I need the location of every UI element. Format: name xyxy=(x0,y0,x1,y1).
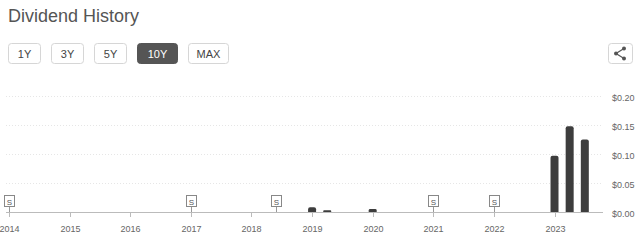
x-tick xyxy=(433,213,434,217)
x-tick-label: 2016 xyxy=(120,224,140,234)
button-label: 3Y xyxy=(61,48,75,60)
range-button[interactable]: 5Y xyxy=(95,44,127,64)
share-box xyxy=(609,44,633,64)
x-tick xyxy=(555,213,556,217)
x-tick-label: 2022 xyxy=(484,224,504,234)
x-tick-label: 2017 xyxy=(181,224,201,234)
button-box xyxy=(52,44,84,64)
range-button[interactable]: 10Y xyxy=(138,44,178,64)
grid-line xyxy=(6,96,603,97)
split-marker: S xyxy=(5,196,15,213)
bar xyxy=(369,209,377,212)
split-box xyxy=(490,196,500,207)
split-label: S xyxy=(431,198,436,207)
button-box xyxy=(9,44,41,64)
x-tick xyxy=(70,213,71,217)
range-button[interactable]: 3Y xyxy=(52,44,84,64)
split-box xyxy=(272,196,282,207)
x-tick-label: 2019 xyxy=(302,224,322,234)
split-marker: S xyxy=(272,196,282,213)
x-tick xyxy=(251,213,252,217)
x-tick-label: 2014 xyxy=(0,224,20,234)
button-box xyxy=(95,44,127,64)
y-tick-label: $0.00 xyxy=(612,209,635,219)
plot-area xyxy=(308,126,589,212)
x-tick xyxy=(130,213,131,217)
button-label: 10Y xyxy=(148,48,168,60)
bar xyxy=(581,140,589,213)
grid-line xyxy=(6,125,603,126)
x-tick xyxy=(312,213,313,217)
button-label: 5Y xyxy=(104,48,118,60)
split-box xyxy=(429,196,439,207)
y-tick-label: $0.05 xyxy=(612,180,635,190)
button-box xyxy=(138,44,178,64)
y-tick-label: $0.10 xyxy=(612,151,635,161)
bar xyxy=(323,210,331,212)
chart: Dividend History 1Y 3Y 5Y 10Y MAX $0.00 $0.05 $0… xyxy=(0,0,640,240)
split-box xyxy=(187,196,197,207)
x-tick-label: 2021 xyxy=(423,224,443,234)
split-marker: S xyxy=(490,196,500,213)
x-tick xyxy=(373,213,374,217)
split-label: S xyxy=(7,198,12,207)
range-button[interactable]: MAX xyxy=(189,44,229,64)
share-button[interactable] xyxy=(609,44,633,64)
x-tick-label: 2020 xyxy=(363,224,383,234)
button-box xyxy=(189,44,229,64)
title: Dividend History xyxy=(8,6,139,26)
bar xyxy=(551,156,559,212)
split-label: S xyxy=(274,198,279,207)
button-label: 1Y xyxy=(18,48,32,60)
range-button[interactable]: 1Y xyxy=(9,44,41,64)
bar xyxy=(566,126,574,212)
split-marker: S xyxy=(187,196,197,213)
x-tick xyxy=(494,213,495,217)
x-axis xyxy=(6,212,603,213)
bar xyxy=(308,207,316,212)
y-tick-label: $0.15 xyxy=(612,122,635,132)
y-tick-label: $0.20 xyxy=(612,93,635,103)
grid-line xyxy=(6,154,603,155)
grid-line xyxy=(6,183,603,184)
split-marker: S xyxy=(429,196,439,213)
x-tick-label: 2015 xyxy=(60,224,80,234)
x-tick-label: 2023 xyxy=(545,224,565,234)
share-line xyxy=(616,49,624,59)
split-label: S xyxy=(189,198,194,207)
x-tick xyxy=(9,213,10,217)
button-label: MAX xyxy=(197,48,222,60)
x-tick-label: 2018 xyxy=(241,224,261,234)
x-tick xyxy=(191,213,192,217)
split-label: S xyxy=(492,198,497,207)
split-box xyxy=(5,196,15,207)
